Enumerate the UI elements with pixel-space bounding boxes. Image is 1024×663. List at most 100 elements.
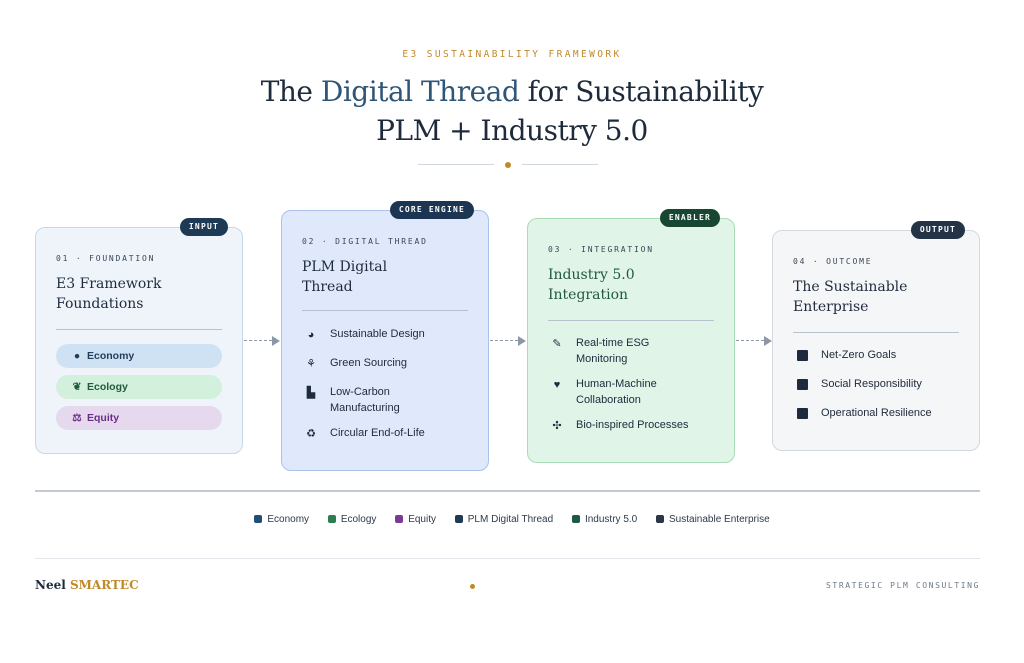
stage-label: 02 · DIGITAL THREAD xyxy=(302,237,428,246)
leaf-icon: ❦ xyxy=(72,381,82,393)
brand-logo: Neel SMARTEC xyxy=(35,578,139,592)
card-separator xyxy=(793,332,959,333)
factory-icon: ▙ xyxy=(306,387,316,399)
item-label-line-1: Low-Carbon xyxy=(330,386,390,398)
footer-tagline: STRATEGIC PLM CONSULTING xyxy=(826,581,980,590)
title-highlight: Digital Thread xyxy=(320,75,520,108)
item-label: Net-Zero Goals xyxy=(821,349,897,361)
badge-core-engine: CORE ENGINE xyxy=(389,201,474,219)
legend-item-industry-5: Industry 5.0 xyxy=(571,514,638,525)
pill-label: Equity xyxy=(87,412,120,424)
card-title-line-2: Enterprise xyxy=(793,299,869,315)
card-foundation: INPUT 01 · FOUNDATION E3 Framework Found… xyxy=(35,218,243,454)
item-social-responsibility: Social Responsibility xyxy=(793,376,969,392)
palette-icon: ◕ xyxy=(307,329,315,341)
legend-label: Industry 5.0 xyxy=(584,514,638,525)
legend-swatch xyxy=(254,514,263,523)
scales-icon: ⚖ xyxy=(72,412,82,424)
recycle-icon: ♻ xyxy=(306,428,316,440)
legend-item-equity: Equity xyxy=(395,514,436,525)
item-label-line-1: Real-time ESG xyxy=(576,337,650,349)
item-operational-resilience: Operational Resilience xyxy=(793,405,969,421)
card-title-line-1: The Sustainable xyxy=(793,279,908,295)
legend-item-ecology: Ecology xyxy=(327,514,377,525)
title-pre: The xyxy=(260,75,321,108)
footer-rule xyxy=(35,558,980,559)
item-real-time-esg: ✎ Real-time ESG Monitoring xyxy=(548,335,724,367)
legend: Economy Ecology Equity PLM Digital Threa… xyxy=(0,514,1024,525)
card-separator xyxy=(302,310,468,311)
heart-icon: ♥ xyxy=(553,379,561,391)
legend-item-sustainable-enterprise: Sustainable Enterprise xyxy=(656,514,770,525)
stage-label: 03 · INTEGRATION xyxy=(548,245,654,254)
item-green-sourcing: ⚘ Green Sourcing xyxy=(302,355,478,371)
card-title: E3 Framework Foundations xyxy=(56,274,236,314)
title-divider xyxy=(418,160,598,170)
item-bio-inspired: ✣ Bio-inspired Processes xyxy=(548,417,724,433)
divider-line-right xyxy=(522,164,598,165)
badge-input: INPUT xyxy=(179,218,228,236)
item-label: Sustainable Design xyxy=(330,328,425,340)
card-digital-thread: CORE ENGINE 02 · DIGITAL THREAD PLM Digi… xyxy=(281,201,489,471)
legend-label: Sustainable Enterprise xyxy=(669,514,770,525)
card-title: PLM Digital Thread xyxy=(302,257,482,297)
item-label-line-2: Collaboration xyxy=(576,394,641,406)
legend-swatch xyxy=(571,514,580,523)
card-title-line-1: E3 Framework xyxy=(56,276,162,292)
framework-eyebrow: E3 SUSTAINABILITY FRAMEWORK xyxy=(402,49,622,60)
divider-dot xyxy=(505,162,511,168)
card-title-line-1: PLM Digital xyxy=(302,259,388,275)
item-net-zero-goals: Net-Zero Goals xyxy=(793,347,969,363)
square-icon xyxy=(793,347,811,365)
flow-arrow-1 xyxy=(244,335,280,347)
stage-label: 01 · FOUNDATION xyxy=(56,254,156,263)
card-title-line-1: Industry 5.0 xyxy=(548,267,635,283)
title-line-1: The Digital Thread for Sustainability xyxy=(0,72,1024,111)
card-title-line-2: Thread xyxy=(302,279,353,295)
square-icon xyxy=(793,376,811,394)
divider-line-left xyxy=(418,164,494,165)
item-label: Green Sourcing xyxy=(330,357,408,369)
legend-label: Equity xyxy=(408,514,436,525)
item-label-line-1: Human-Machine xyxy=(576,378,657,390)
item-label-line-2: Manufacturing xyxy=(330,402,400,414)
badge-output: OUTPUT xyxy=(910,221,965,239)
item-human-machine: ♥ Human-Machine Collaboration xyxy=(548,376,724,408)
pill-label: Ecology xyxy=(87,381,128,393)
title-post: for Sustainability xyxy=(519,75,764,108)
legend-item-plm-digital-thread: PLM Digital Thread xyxy=(454,514,554,525)
legend-label: Ecology xyxy=(340,514,377,525)
card-title: The Sustainable Enterprise xyxy=(793,277,973,317)
card-title: Industry 5.0 Integration xyxy=(548,265,728,305)
pill-label: Economy xyxy=(87,350,135,362)
item-circular-end-of-life: ♻ Circular End-of-Life xyxy=(302,425,478,441)
legend-item-economy: Economy xyxy=(254,514,309,525)
page-title: The Digital Thread for Sustainability PL… xyxy=(0,72,1024,150)
badge-enabler: ENABLER xyxy=(659,209,720,227)
legend-swatch xyxy=(327,514,336,523)
item-label: Operational Resilience xyxy=(821,407,932,419)
pill-ecology: ❦ Ecology xyxy=(56,375,222,399)
card-separator xyxy=(56,329,222,330)
footer-dot xyxy=(470,584,475,589)
card-title-line-2: Foundations xyxy=(56,296,144,312)
legend-label: Economy xyxy=(267,514,310,525)
square-icon xyxy=(793,405,811,423)
flow-arrow-2 xyxy=(490,335,526,347)
item-label: Bio-inspired Processes xyxy=(576,419,689,431)
pill-equity: ⚖ Equity xyxy=(56,406,222,430)
brand-name-a: Neel xyxy=(35,578,66,592)
legend-label: PLM Digital Thread xyxy=(467,514,554,525)
item-sustainable-design: ◕ Sustainable Design xyxy=(302,326,478,342)
legend-swatch xyxy=(395,514,404,523)
flow-arrow-3 xyxy=(736,335,772,347)
pill-economy: ● Economy xyxy=(56,344,222,368)
stage-label: 04 · OUTCOME xyxy=(793,257,873,266)
item-label: Circular End-of-Life xyxy=(330,427,425,439)
page-subtitle: PLM + Industry 5.0 xyxy=(376,114,648,147)
item-label: Social Responsibility xyxy=(821,378,922,390)
legend-top-rule xyxy=(35,490,980,492)
card-outcome: OUTPUT 04 · OUTCOME The Sustainable Ente… xyxy=(772,221,980,451)
card-separator xyxy=(548,320,714,321)
brand-name-b: SMARTEC xyxy=(69,578,139,592)
